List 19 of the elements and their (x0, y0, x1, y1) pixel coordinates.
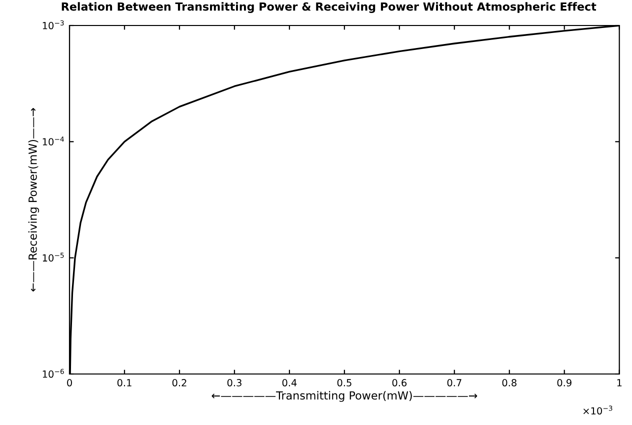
text: ×10$^{−3}$ (583, 406, 612, 415)
x-axis-title: ←—————Transmitting Power(mW)—————→ (212, 391, 478, 402)
x-tick-label: 0.8 (502, 379, 516, 386)
y-tick-label: 10$^{−3}$ (42, 20, 64, 30)
x-tick-label: 0 (67, 379, 72, 386)
y-tick-label: 10$^{−6}$ (42, 368, 64, 378)
y-axis-title: ←——Receiving Power(mW)——→ (28, 108, 40, 292)
x-tick-label: 1 (617, 379, 622, 386)
x-tick-label: 0.2 (172, 379, 186, 386)
x-tick-label: 0.3 (227, 379, 242, 386)
x-tick-label: 0.5 (337, 379, 352, 386)
y-tick-label: 10$^{−4}$ (42, 136, 64, 146)
y-tick-label: 10$^{−5}$ (42, 252, 64, 262)
x-tick-label: 0.6 (392, 379, 407, 386)
x-tick-label: 0.4 (282, 379, 297, 386)
x-tick-label: 0.7 (447, 379, 462, 386)
x-tick-label: 0.9 (557, 379, 572, 386)
chart-title: Relation Between Transmitting Power & Receiving Power Without Atmospheric Effect (62, 2, 596, 13)
x-tick-label: 0.1 (117, 379, 132, 386)
